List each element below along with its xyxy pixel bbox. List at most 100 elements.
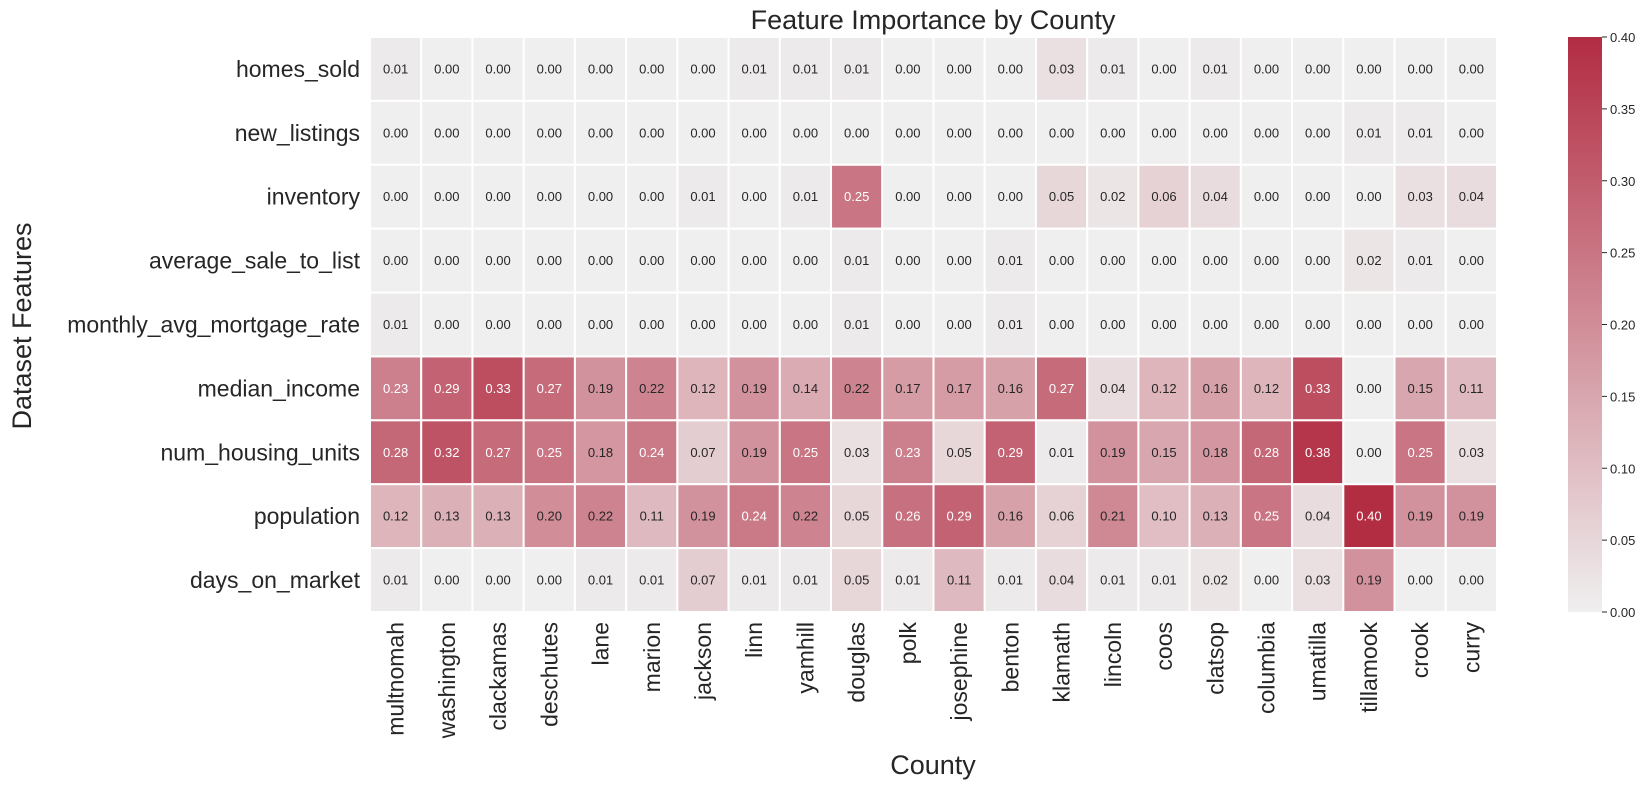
heatmap-cell-value: 0.32: [434, 445, 459, 460]
heatmap-cell-value: 0.01: [1049, 445, 1074, 460]
heatmap-cell: [778, 291, 833, 358]
x-tick-label: clatsop: [1202, 622, 1228, 695]
heatmap-cell-value: 0.00: [588, 189, 613, 204]
heatmap-cell: [1444, 36, 1498, 102]
heatmap-cell: [1342, 99, 1396, 166]
heatmap-cell-value: 0.00: [1254, 189, 1279, 204]
heatmap-cell-value: 0.00: [1408, 61, 1433, 76]
heatmap-cell: [676, 291, 730, 358]
heatmap-cell-value: 0.04: [1203, 189, 1228, 204]
heatmap-cell-value: 0.23: [895, 445, 920, 460]
heatmap-cell-value: 0.00: [742, 317, 767, 332]
heatmap-cell-value: 0.01: [793, 189, 818, 204]
heatmap-cell: [830, 227, 884, 294]
heatmap-cell: [1342, 291, 1396, 358]
heatmap-cell-value: 0.38: [1305, 445, 1330, 460]
heatmap-cell-value: 0.00: [1151, 253, 1176, 268]
heatmap-cell: [1239, 547, 1294, 613]
heatmap-cell-value: 0.01: [742, 61, 767, 76]
x-axis-label: County: [890, 750, 976, 780]
heatmap-cell: [830, 36, 884, 102]
heatmap-cell: [625, 36, 679, 102]
heatmap-cell-value: 0.00: [946, 253, 971, 268]
heatmap-cell-value: 0.03: [1305, 573, 1330, 588]
heatmap-cell-value: 0.13: [1203, 509, 1228, 524]
heatmap-cell-value: 0.00: [1203, 125, 1228, 140]
heatmap-cell: [1342, 36, 1396, 102]
x-tick-label: polk: [895, 622, 921, 665]
heatmap-cell-value: 0.00: [1100, 253, 1125, 268]
colorbar-tick-label: 0.05: [1610, 533, 1635, 548]
heatmap-cell-value: 0.04: [1049, 573, 1074, 588]
heatmap-cell: [369, 227, 423, 294]
heatmap-cell-value: 0.21: [1100, 509, 1125, 524]
x-tick-label: linn: [741, 622, 767, 658]
heatmap-cell-value: 0.00: [1305, 61, 1330, 76]
heatmap-cell-value: 0.00: [1203, 317, 1228, 332]
heatmap-cell-value: 0.00: [1100, 125, 1125, 140]
heatmap-cell-value: 0.16: [998, 381, 1023, 396]
heatmap-cell: [1393, 547, 1447, 613]
heatmap-cell-value: 0.00: [1356, 445, 1381, 460]
heatmap-cell: [369, 291, 423, 358]
heatmap-cell: [676, 483, 730, 550]
colorbar-tick-labels: 0.00 0.05 0.10 0.15 0.20 0.25 0.30 0.35 0.40: [1602, 30, 1635, 620]
heatmap-cell-value: 0.00: [434, 189, 459, 204]
heatmap-cell: [369, 547, 423, 613]
heatmap-cell: [1444, 483, 1498, 550]
heatmap-cell-value: 0.05: [1049, 189, 1074, 204]
heatmap-cell-value: 0.19: [742, 381, 767, 396]
heatmap-cell: [830, 419, 884, 486]
heatmap-cell: [420, 419, 474, 486]
heatmap-cell-value: 0.20: [537, 509, 562, 524]
x-tick-label: coos: [1151, 622, 1177, 671]
x-tick-label: crook: [1407, 622, 1433, 679]
x-tick-label: deschutes: [536, 622, 562, 727]
heatmap-cell: [830, 163, 884, 230]
heatmap-cell: [881, 227, 935, 294]
heatmap-cell: [625, 483, 679, 550]
x-tick-label: curry: [1458, 622, 1484, 674]
heatmap-cell-value: 0.00: [639, 253, 664, 268]
x-tick-label: jackson: [690, 622, 716, 701]
x-tick-label: lane: [588, 622, 614, 665]
heatmap-cell: [1444, 355, 1498, 422]
heatmap-cell-value: 0.14: [793, 381, 818, 396]
x-tick-label: clackamas: [485, 622, 511, 731]
heatmap-cell-value: 0.00: [1254, 573, 1279, 588]
heatmap-cell: [420, 227, 474, 294]
y-tick-label: average_sale_to_list: [149, 248, 361, 274]
heatmap-cell-value: 0.00: [537, 61, 562, 76]
heatmap-cell-value: 0.02: [1100, 189, 1125, 204]
heatmap-cell: [1034, 291, 1089, 358]
heatmap-cell-value: 0.33: [1305, 381, 1330, 396]
heatmap-cell-value: 0.05: [946, 445, 971, 460]
heatmap-cell: [1086, 291, 1140, 358]
x-tick-label: lincoln: [1100, 622, 1126, 687]
heatmap-cell: [625, 547, 679, 613]
heatmap-cell-value: 0.01: [1203, 61, 1228, 76]
heatmap-cell-value: 0.00: [639, 317, 664, 332]
heatmap-cell-value: 0.10: [1151, 509, 1176, 524]
heatmap-cell-value: 0.00: [1254, 317, 1279, 332]
heatmap-cell-value: 0.00: [485, 317, 510, 332]
heatmap-cell-value: 0.01: [383, 317, 408, 332]
colorbar: [1568, 37, 1602, 612]
heatmap-cell-value: 0.18: [1203, 445, 1228, 460]
chart-title: Feature Importance by County: [751, 5, 1116, 35]
heatmap-cell-value: 0.00: [639, 125, 664, 140]
y-tick-labels: homes_sold new_listings inventory average_s…: [67, 56, 360, 593]
heatmap-cell: [1034, 99, 1089, 166]
heatmap-cell-value: 0.00: [639, 189, 664, 204]
heatmap-cell-value: 0.02: [1203, 573, 1228, 588]
heatmap-cell: [1137, 227, 1191, 294]
heatmap-cell-value: 0.01: [844, 253, 869, 268]
heatmap-cell-value: 0.12: [690, 381, 715, 396]
colorbar-tick-label: 0.10: [1610, 461, 1635, 476]
heatmap-cell-value: 0.00: [1305, 189, 1330, 204]
x-tick-label: benton: [997, 622, 1023, 692]
heatmap-cell-value: 0.02: [1356, 253, 1381, 268]
heatmap-cell-value: 0.01: [793, 573, 818, 588]
heatmap-cell: [1342, 547, 1396, 613]
